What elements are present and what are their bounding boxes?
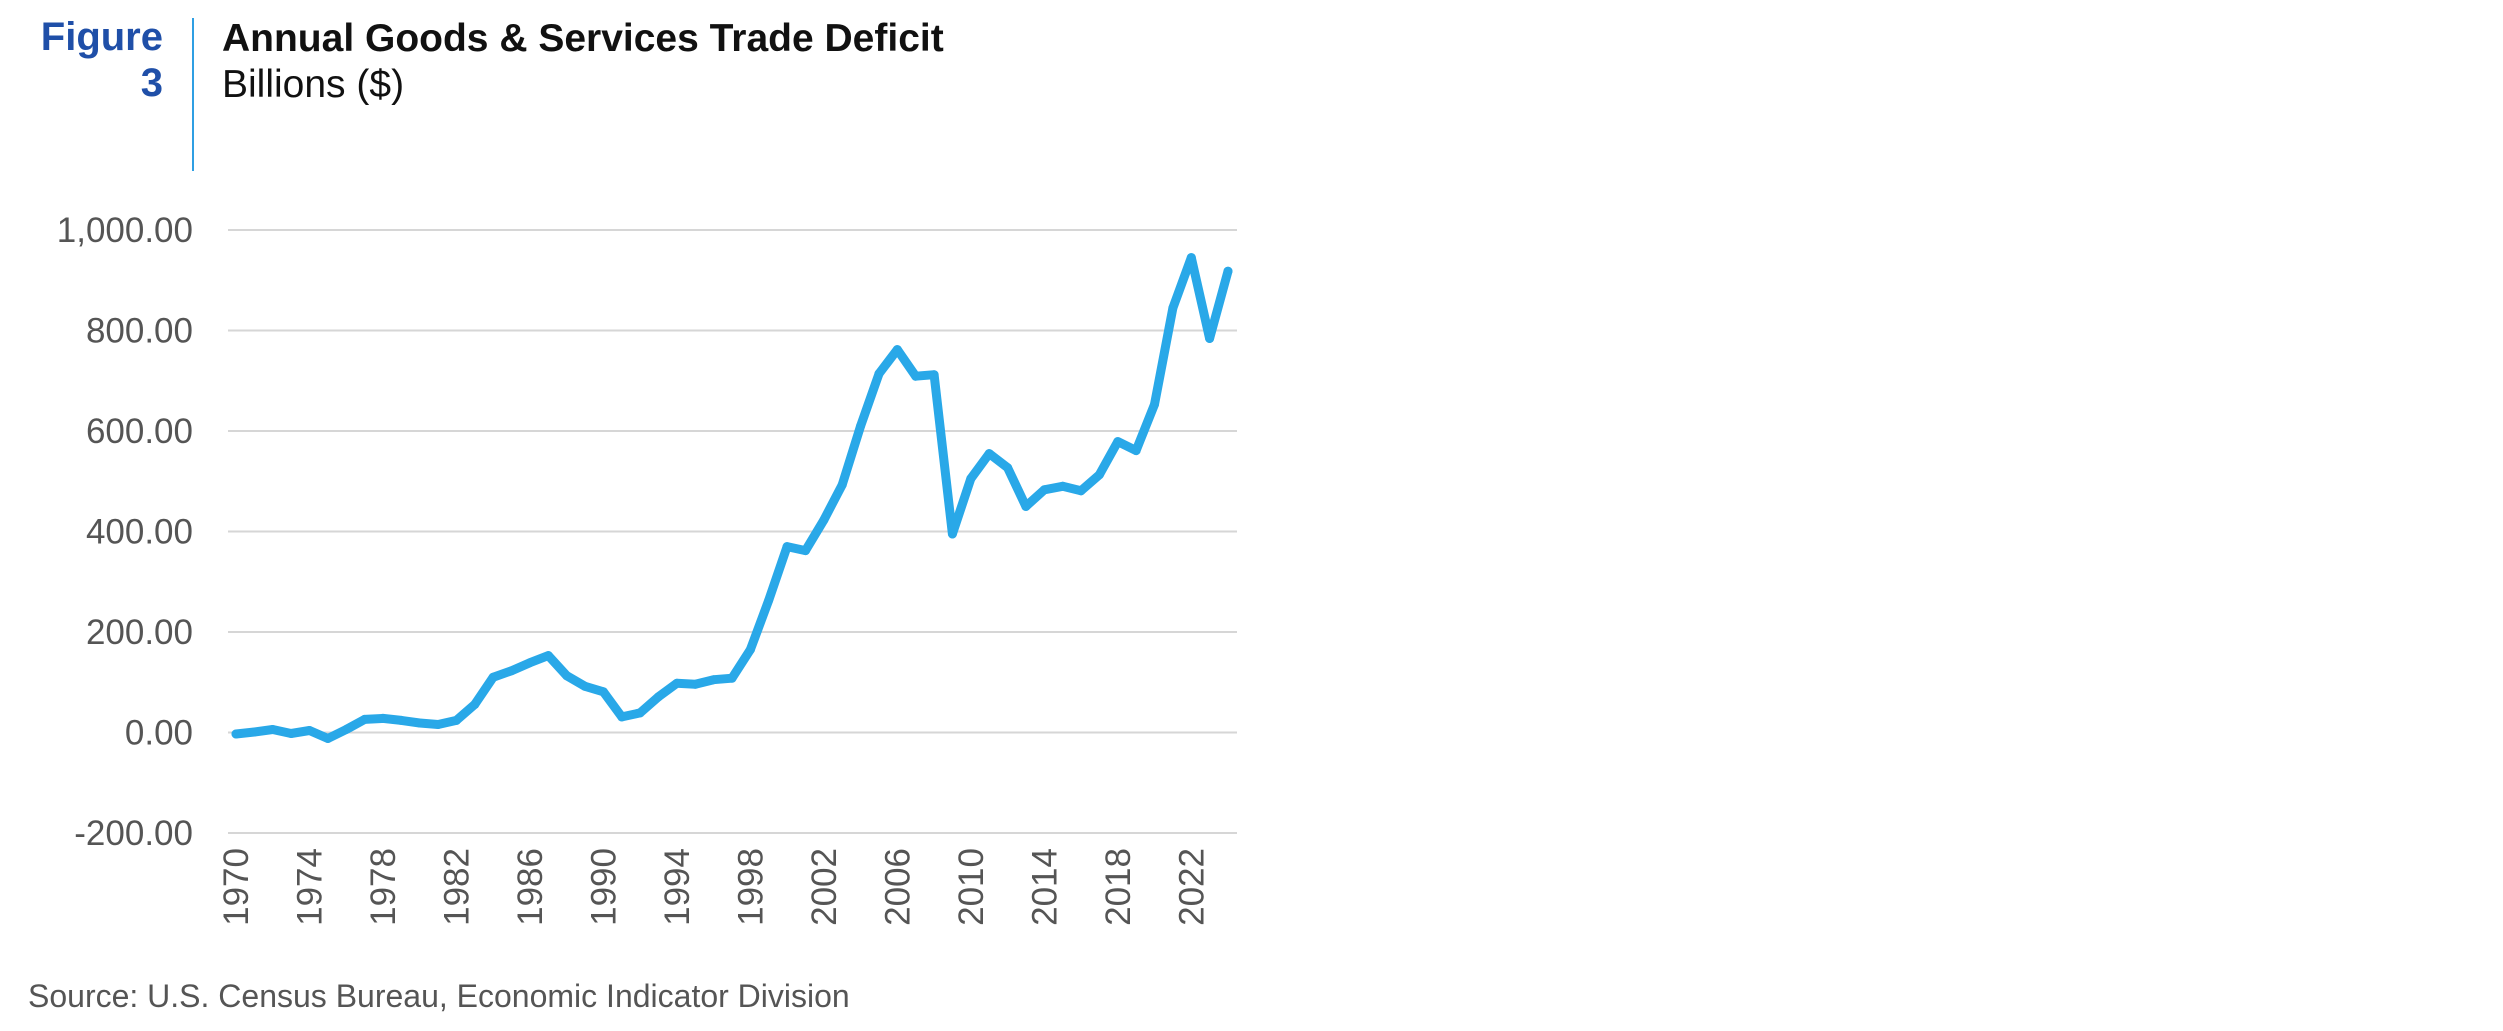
x-tick-label: 2014	[1025, 848, 1064, 926]
data-point	[1150, 399, 1159, 409]
data-point	[837, 480, 847, 490]
data-point	[580, 681, 590, 691]
figure-number: 3	[140, 61, 163, 105]
data-point	[1168, 303, 1178, 313]
data-point	[690, 679, 700, 689]
x-tick-label: 2018	[1099, 848, 1138, 926]
data-point	[727, 673, 737, 683]
data-point	[782, 542, 792, 552]
data-point	[360, 714, 370, 724]
x-tick-label: 1998	[731, 848, 770, 926]
y-tick-label: 1,000.00	[57, 211, 193, 250]
x-tick-label: 2022	[1172, 848, 1211, 926]
data-point	[286, 729, 296, 738]
y-tick-label: 0.00	[125, 714, 193, 753]
data-point	[268, 725, 278, 734]
data-point	[1058, 481, 1068, 491]
y-tick-label: 800.00	[86, 312, 193, 351]
data-point	[635, 708, 645, 718]
data-point	[1186, 253, 1196, 263]
x-tick-label: 1974	[290, 848, 329, 926]
data-point	[1039, 485, 1049, 495]
x-tick-label: 2010	[952, 848, 991, 926]
data-point	[543, 651, 553, 661]
data-point	[819, 515, 829, 525]
data-point	[525, 658, 535, 668]
x-tick-label: 1990	[584, 848, 623, 926]
x-tick-label: 1994	[658, 848, 697, 926]
data-point	[966, 474, 976, 484]
header-divider	[192, 18, 194, 171]
data-point	[433, 720, 443, 729]
data-point	[1076, 486, 1086, 496]
data-point	[929, 370, 939, 380]
data-point	[507, 666, 517, 676]
data-point	[672, 678, 682, 688]
data-point	[1003, 463, 1013, 473]
data-point	[654, 692, 663, 702]
source-note: Source: U.S. Census Bureau, Economic Ind…	[28, 978, 850, 1014]
data-point	[911, 371, 921, 381]
x-tick-label: 1986	[511, 848, 550, 926]
data-point	[451, 715, 461, 725]
data-point	[598, 687, 608, 697]
y-tick-label: -200.00	[74, 814, 193, 853]
data-point	[764, 595, 774, 605]
data-point	[856, 421, 866, 431]
data-point	[1094, 470, 1104, 480]
data-point	[1205, 334, 1215, 343]
data-point	[396, 715, 406, 725]
data-point	[415, 718, 425, 728]
data-point	[249, 727, 259, 737]
data-point	[947, 529, 957, 539]
data-point	[231, 729, 241, 739]
data-point	[1131, 446, 1141, 456]
data-point	[892, 345, 902, 355]
chart-subtitle: Billions ($)	[222, 63, 405, 106]
data-point	[1021, 501, 1031, 511]
data-point	[1223, 266, 1233, 276]
figure-label: Figure 3	[10, 14, 163, 106]
data-point	[617, 712, 627, 722]
figure-label-word: Figure	[40, 15, 163, 59]
data-point	[801, 546, 810, 556]
data-point	[745, 645, 755, 655]
data-point	[470, 699, 480, 709]
data-point	[323, 734, 333, 743]
x-tick-label: 1982	[437, 848, 476, 926]
data-point	[709, 675, 719, 685]
data-point	[874, 369, 884, 379]
data-point	[984, 449, 994, 459]
x-tick-label: 1970	[217, 848, 256, 926]
x-tick-label: 1978	[364, 848, 403, 926]
data-point	[305, 726, 314, 735]
y-tick-label: 200.00	[86, 613, 193, 652]
data-point	[488, 672, 498, 682]
y-tick-label: 400.00	[86, 513, 193, 552]
data-point	[1113, 437, 1123, 447]
y-tick-label: 600.00	[86, 412, 193, 451]
chart-title: Annual Goods & Services Trade Deficit	[222, 17, 944, 60]
data-point	[341, 725, 351, 734]
data-point	[562, 671, 572, 681]
data-point	[378, 713, 388, 723]
x-tick-label: 2006	[878, 848, 917, 926]
x-tick-label: 2002	[805, 848, 844, 926]
